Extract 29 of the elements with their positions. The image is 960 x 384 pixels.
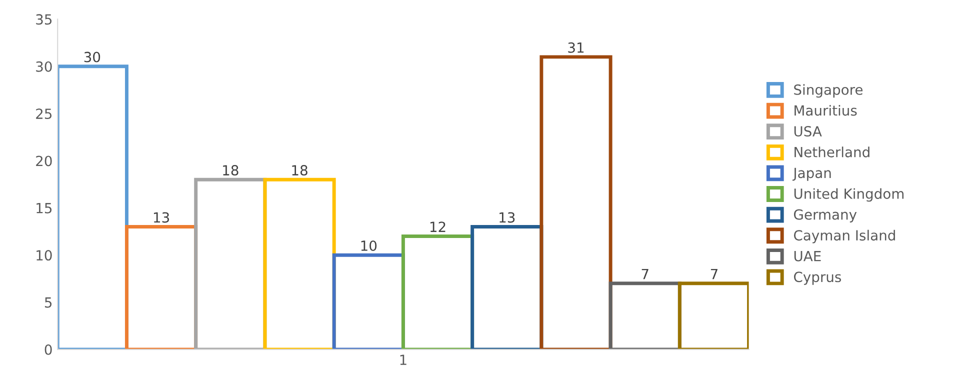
- data-label: 18: [223, 165, 238, 176]
- data-label: 13: [500, 212, 515, 223]
- y-tick-label: 25: [36, 108, 52, 120]
- legend-label: Japan: [792, 168, 831, 181]
- legend-label: Mauritius: [794, 104, 857, 116]
- legend-label: Germany: [794, 209, 857, 222]
- legend-label: Netherland: [794, 146, 870, 158]
- data-label: 7: [710, 268, 718, 280]
- legend-label: Cyprus: [794, 272, 842, 285]
- data-label: 12: [430, 222, 446, 232]
- data-label: 13: [154, 212, 170, 223]
- data-label: 30: [84, 52, 100, 62]
- data-label: 10: [361, 240, 377, 252]
- data-label: 31: [568, 42, 584, 53]
- y-tick-label: 30: [36, 61, 52, 72]
- data-label: 7: [642, 268, 648, 280]
- legend-label: UAE: [794, 251, 821, 262]
- legend-label: USA: [794, 126, 822, 137]
- y-tick-label: 20: [36, 156, 52, 166]
- y-tick-label: 15: [36, 203, 52, 214]
- legend-label: Singapore: [794, 84, 863, 98]
- y-tick-label: 10: [36, 250, 52, 261]
- y-tick-label: 0: [44, 344, 52, 355]
- legend-label: Cayman Island: [794, 230, 895, 244]
- y-tick-label: 35: [36, 14, 52, 25]
- x-tick-label: 1: [400, 354, 406, 365]
- data-label: 18: [292, 165, 308, 176]
- y-tick-label: 5: [44, 297, 52, 308]
- legend-label: United Kingdom: [794, 188, 904, 202]
